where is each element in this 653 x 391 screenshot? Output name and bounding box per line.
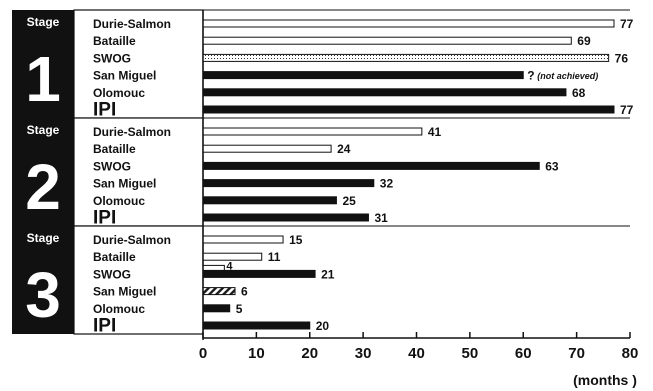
stage-3-category-2: SWOG (93, 267, 131, 281)
x-tick-label-8: 80 (622, 345, 639, 362)
stage-2-value-label-3: 32 (380, 177, 394, 191)
stage-1-bar-5 (202, 105, 615, 114)
stage-3-number: 3 (25, 259, 61, 331)
stage-3-bar-1 (202, 252, 263, 261)
stage-2-bar-1 (202, 144, 332, 153)
x-tick-label-0: 0 (199, 345, 207, 362)
stage-3-panel (12, 226, 74, 334)
stage-1-value-label-4: 68 (572, 86, 586, 100)
stage-3-value-label-5: 20 (316, 319, 330, 333)
stage-1-value-label-5: 77 (620, 103, 634, 117)
stage-2-value-label-4: 25 (342, 194, 356, 208)
stage-2-value-label-2: 63 (545, 159, 559, 173)
stage-3-category-0: Durie-Salmon (93, 233, 171, 247)
stage-2-category-4: Olomouc (93, 194, 145, 208)
stage-2-value-label-5: 31 (374, 211, 388, 225)
stage-1-bar-1 (202, 36, 572, 45)
stage-2-number: 2 (25, 151, 61, 223)
stage-1-category-5: IPI (93, 100, 116, 121)
stage-2-bar-3 (202, 179, 375, 188)
stage-3-extra-bar-0 (202, 264, 225, 271)
x-tick-label-1: 10 (248, 345, 265, 362)
stage-3-category-3: San Miguel (93, 285, 156, 299)
stage-1-question-mark: ? (527, 69, 534, 83)
stage-1-category-2: SWOG (93, 51, 131, 65)
stage-2-bar-4 (202, 196, 337, 205)
stage-2-category-2: SWOG (93, 159, 131, 173)
stage-2-label-box (73, 117, 204, 227)
stage-1-category-3: San Miguel (93, 69, 156, 83)
x-tick-label-2: 20 (301, 345, 318, 362)
x-tick-label-6: 60 (515, 345, 532, 362)
stage-1-category-4: Olomouc (93, 86, 145, 100)
x-tick-label-3: 30 (355, 345, 372, 362)
stage-1-number: 1 (25, 43, 61, 115)
stage-3-category-5: IPI (93, 316, 116, 337)
stage-2-category-3: San Miguel (93, 177, 156, 191)
stage-1-label-box (73, 9, 204, 119)
stage-2-bar-5 (202, 213, 369, 222)
stage-1-bar-2 (202, 53, 610, 62)
stage-3-value-label-2: 21 (321, 267, 335, 281)
stage-3-bar-3 (202, 287, 236, 296)
stage-1-title: Stage (27, 15, 60, 29)
stage-3-bar-5 (202, 321, 311, 330)
x-tick-label-5: 50 (462, 345, 479, 362)
stage-panels (12, 9, 630, 335)
stage-2-bar-0 (202, 127, 423, 136)
stage-3-extra-value-label-0: 4 (226, 260, 233, 272)
stage-3-value-label-3: 6 (241, 285, 248, 299)
stage-2-bar-2 (202, 161, 540, 170)
stage-3-title: Stage (27, 231, 60, 245)
stage-2-category-0: Durie-Salmon (93, 125, 171, 139)
stage-1-category-0: Durie-Salmon (93, 17, 171, 31)
stage-1-panel (12, 10, 74, 118)
stage-1-value-label-1: 69 (577, 34, 591, 48)
stage-3-bar-2 (202, 269, 316, 278)
stage-1-bar-4 (202, 88, 567, 97)
stage-2-category-1: Bataille (93, 142, 136, 156)
stage-2-value-label-0: 41 (428, 125, 442, 139)
stage-1-value-label-0: 77 (620, 17, 634, 31)
stage-1-category-1: Bataille (93, 34, 136, 48)
stage-3-category-1: Bataille (93, 250, 136, 264)
stage-3-value-label-1: 11 (268, 250, 281, 264)
stage-1-value-label-2: 76 (615, 51, 629, 65)
stage-1-not-achieved-note: (not achieved) (537, 71, 598, 81)
x-tick-label-4: 40 (408, 345, 425, 362)
stage-2-title: Stage (27, 123, 60, 137)
x-axis-label: (months ) (573, 372, 637, 388)
stage-3-bar-0 (202, 235, 284, 244)
stage-1-bar-3 (202, 71, 524, 80)
x-axis: 0 10 20 30 40 50 60 70 80 (months ) (199, 10, 639, 388)
stage-2-panel (12, 118, 74, 226)
stage-3-value-label-0: 15 (289, 233, 303, 247)
stage-2-category-5: IPI (93, 208, 116, 229)
stage-3-label-box (73, 225, 204, 335)
stage-2-value-label-1: 24 (337, 142, 351, 156)
stage-3-category-4: Olomouc (93, 302, 145, 316)
x-tick-label-7: 70 (568, 345, 585, 362)
stage-3-value-label-4: 5 (236, 302, 243, 316)
stage-1-bar-0 (202, 19, 615, 28)
labels: Stage 1 Durie-Salmon 77 Bataille 69 SWOG 76 San … (25, 15, 633, 337)
bars (202, 19, 615, 330)
stage-3-bar-4 (202, 304, 231, 313)
